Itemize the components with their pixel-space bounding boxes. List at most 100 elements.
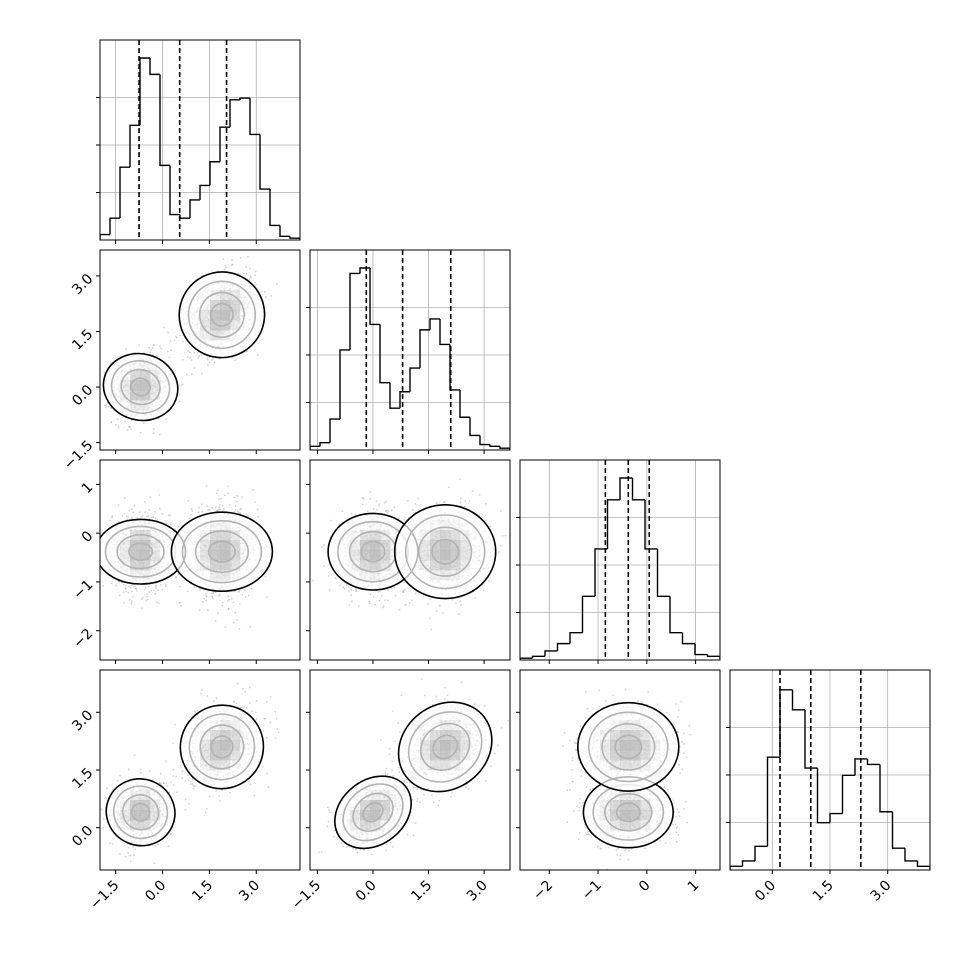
scatter-point [104,404,107,406]
scatter-point [338,523,340,526]
scatter-point [138,344,140,347]
scatter-point [214,620,217,622]
scatter-point [213,361,216,364]
scatter-point [144,511,146,514]
scatter-point [246,255,249,258]
scatter-point [354,513,356,516]
scatter-point [367,510,369,513]
y-tick-label: 1.5 [69,327,96,354]
scatter-point [123,601,125,604]
scatter-point [130,600,133,603]
scatter-point [201,601,204,603]
scatter-point [408,602,411,604]
scatter-point [179,329,182,332]
scatter-point [173,339,176,341]
y-tick-label: 0.0 [69,382,96,409]
scatter-point [224,264,227,267]
scatter-point [128,599,131,601]
histogram-bar [339,349,350,420]
scatter-point [221,601,224,604]
scatter-point [170,349,172,352]
scatter-point [207,359,209,361]
scatter-point [320,545,323,548]
histogram-bar [129,124,140,168]
scatter-point [158,507,161,510]
scatter-point [471,490,474,493]
scatter-point [435,610,438,612]
scatter-point [390,587,393,590]
scatter-point [110,420,113,423]
scatter-point [210,592,213,595]
scatter-point [236,494,239,497]
scatter-point [237,272,240,275]
scatter-point [270,295,273,297]
histogram-bar [169,165,180,216]
scatter-point [205,595,208,598]
scatter-point [191,372,193,375]
scatter-point [193,586,196,589]
histogram-bar [259,134,270,190]
scatter-point [217,595,220,597]
scatter-point [239,256,242,259]
scatter-point [168,356,171,359]
scatter-point [223,268,226,271]
scatter-point [198,507,200,509]
scatter-point [95,542,97,544]
scatter-point [128,426,131,428]
scatter-point [190,508,193,511]
scatter-point [142,422,145,424]
scatter-point [398,517,400,520]
scatter-point [186,590,189,593]
scatter-point [351,600,353,603]
scatter-point [311,579,314,582]
panel-plot-area [311,478,507,631]
scatter-point [257,515,260,518]
scatter-point [355,590,357,593]
scatter-point [140,515,143,518]
histogram-bar [329,418,340,443]
scatter-point [224,266,227,269]
scatter-point [149,496,152,499]
scatter-point [217,508,220,511]
panel-0-0 [96,39,301,244]
panel-plot-area [100,40,300,240]
scatter-point [228,504,231,507]
scatter-point [403,581,406,583]
scatter-point [121,515,124,517]
histogram-bar [229,99,240,128]
scatter-point [459,478,461,481]
scatter-point [207,508,210,511]
scatter-point [238,628,241,630]
scatter-point [250,587,253,590]
scatter-point [231,263,234,266]
scatter-point [328,589,331,592]
scatter-point [187,350,190,352]
scatter-point [233,496,236,499]
scatter-point [245,513,248,516]
scatter-point [234,505,237,507]
scatter-point [411,509,414,511]
panel-2-0: −2−101 [70,459,301,664]
scatter-point [158,494,161,496]
scatter-point [130,516,133,519]
scatter-point [148,591,151,593]
contour-line [178,271,266,359]
panel-plot-area [102,255,278,436]
scatter-point [145,599,147,602]
scatter-point [350,589,352,591]
scatter-point [327,574,330,577]
scatter-point [111,514,114,517]
scatter-point [110,582,113,585]
scatter-point [208,509,211,512]
scatter-point [264,575,267,578]
scatter-point [221,505,224,507]
scatter-point [146,593,149,596]
scatter-point [237,511,240,514]
scatter-point [186,373,188,376]
scatter-point [208,356,211,359]
scatter-point [248,278,251,280]
histogram-bar [289,236,300,239]
histogram-bar [379,324,390,384]
scatter-point [459,497,462,500]
